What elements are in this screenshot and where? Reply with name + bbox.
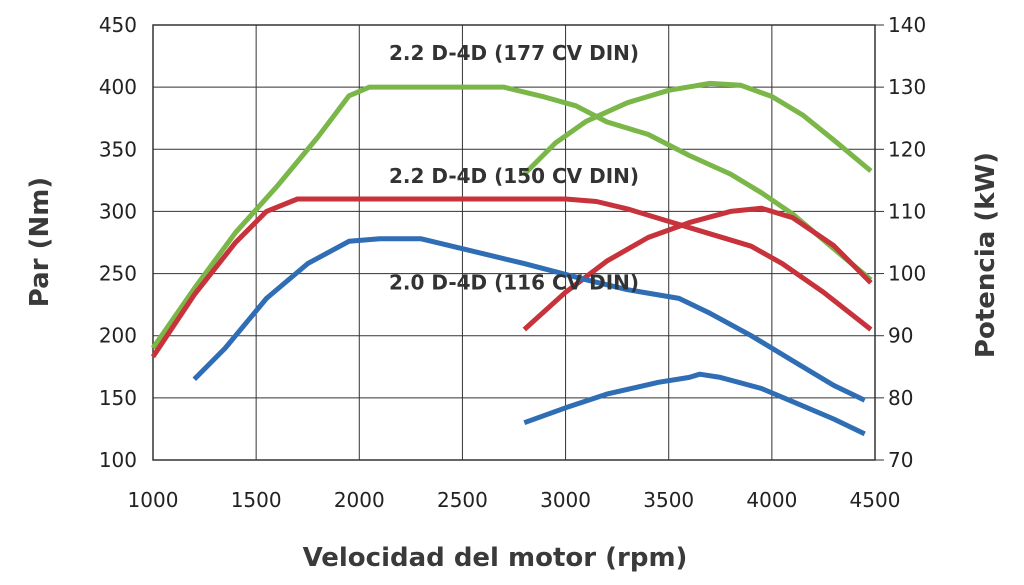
series-line-blue-par — [192, 236, 866, 403]
y2-tick-label: 80 — [888, 386, 913, 410]
y-tick-label: 300 — [99, 199, 137, 223]
y-tick-label: 450 — [99, 13, 137, 37]
series-line-green-potencia — [522, 80, 873, 176]
x-tick-label: 2500 — [437, 488, 488, 512]
x-tick-label: 4500 — [850, 488, 901, 512]
y2-tick-label: 70 — [888, 448, 913, 472]
series-line-red-par — [150, 196, 873, 359]
y2-tick-label: 110 — [888, 199, 926, 223]
y-axis-title: Par (Nm) — [25, 177, 55, 307]
y2-axis-title: Potencia (kW) — [971, 152, 1001, 358]
y2-tick-label: 100 — [888, 262, 926, 286]
curves — [150, 80, 873, 437]
x-tick-label: 2000 — [334, 488, 385, 512]
series-label: 2.2 D-4D (177 CV DIN) — [389, 41, 639, 65]
x-tick-label: 1000 — [128, 488, 179, 512]
series-line-red-potencia — [522, 205, 873, 332]
series-label: 2.2 D-4D (150 CV DIN) — [389, 164, 639, 188]
series-line-blue-potencia — [523, 371, 866, 437]
series-label: 2.0 D-4D (116 CV DIN) — [389, 271, 639, 295]
x-tick-label: 3000 — [540, 488, 591, 512]
y2-tick-label: 130 — [888, 75, 926, 99]
y2-tick-label: 90 — [888, 324, 913, 348]
y-tick-label: 200 — [99, 324, 137, 348]
y-tick-label: 100 — [99, 448, 137, 472]
series-line-green-par — [150, 84, 873, 350]
x-tick-label: 4000 — [746, 488, 797, 512]
y-tick-label: 250 — [99, 262, 137, 286]
y-tick-label: 350 — [99, 137, 137, 161]
plot-frame — [152, 24, 876, 461]
tick-labels: 1000 1500 2000 2500 3000 3500 4000 4500 100 150 20… — [99, 13, 926, 512]
y-tick-label: 150 — [99, 386, 137, 410]
x-tick-label: 1500 — [231, 488, 282, 512]
y2-tick-label: 120 — [888, 137, 926, 161]
x-tick-label: 3500 — [643, 488, 694, 512]
x-axis-title: Velocidad del motor (rpm) — [303, 543, 688, 573]
y-tick-label: 400 — [99, 75, 137, 99]
series-labels: 2.2 D-4D (177 CV DIN) 2.2 D-4D (150 CV DI… — [389, 41, 639, 295]
y2-tick-label: 140 — [888, 13, 926, 37]
